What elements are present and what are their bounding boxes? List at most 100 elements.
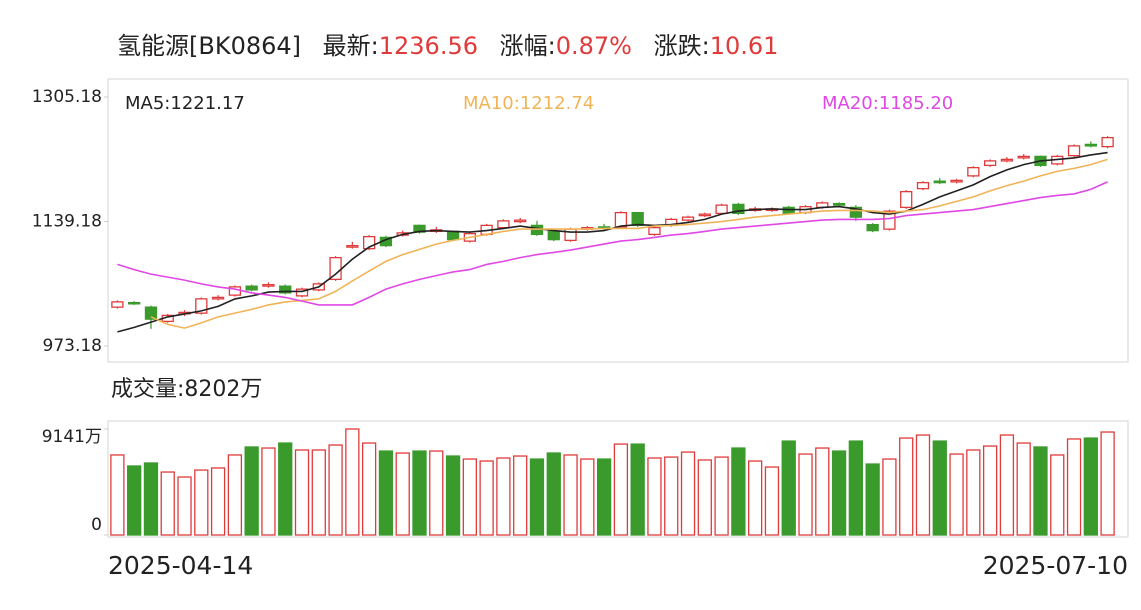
- volume-bar: [429, 450, 444, 536]
- candle-body: [128, 301, 141, 305]
- volume-bar: [647, 457, 662, 536]
- volume-bar: [966, 449, 981, 536]
- label: 涨跌:: [654, 32, 710, 60]
- candle-body: [514, 219, 527, 223]
- y-tick-label: 9141万: [42, 427, 102, 447]
- volume-bar: [395, 452, 410, 536]
- ma-line: [150, 158, 1108, 329]
- candle-body: [832, 202, 846, 206]
- volume-bar: [378, 450, 394, 536]
- candle-body: [279, 285, 292, 294]
- candle-body: [900, 190, 913, 209]
- value: 10.61: [710, 32, 779, 60]
- volume-bar: [412, 450, 427, 536]
- volume-bar: [697, 459, 712, 536]
- candle-body: [866, 223, 879, 232]
- volume-bar: [529, 458, 545, 536]
- x-tick-label: 2025-07-10: [983, 551, 1128, 580]
- price-panel: [107, 78, 1129, 363]
- candle-body: [446, 230, 460, 241]
- x-tick-label: 2025-04-14: [108, 551, 253, 580]
- volume-bar: [513, 455, 528, 536]
- candle-body: [1017, 155, 1030, 159]
- volume-bar: [899, 437, 914, 536]
- volume-bar: [177, 476, 192, 536]
- volume-bar: [462, 458, 477, 536]
- label: 最新:: [323, 32, 379, 60]
- ma-line: [117, 181, 1108, 306]
- header: 氢能源[BK0864] 最新:1236.56 涨幅:0.87% 涨跌:10.61: [117, 32, 778, 60]
- volume-bar: [731, 447, 746, 536]
- volume-bar: [798, 453, 813, 536]
- legend-entry: MA20:1185.20: [822, 93, 953, 114]
- volume-bar: [714, 456, 729, 536]
- volume-bar: [882, 458, 897, 536]
- candle-body: [295, 288, 309, 297]
- title: 氢能源[BK0864]: [117, 32, 301, 60]
- volume-bar: [982, 445, 998, 536]
- candle-body: [111, 301, 124, 308]
- volume-bar: [563, 454, 578, 536]
- candle-body: [732, 203, 745, 215]
- volume-bar: [831, 450, 847, 536]
- label: 涨幅:: [500, 32, 556, 60]
- legend-entry: MA10:1212.74: [463, 93, 594, 114]
- candle-body: [849, 206, 863, 218]
- volume-bar: [1033, 446, 1048, 536]
- volume-bar: [596, 458, 612, 536]
- candle-body: [1101, 136, 1114, 148]
- volume-bar: [680, 451, 696, 536]
- volume-bar: [748, 460, 763, 536]
- volume-bar: [664, 456, 679, 536]
- candle-body: [497, 220, 510, 229]
- candle-body: [547, 230, 560, 241]
- candle-body: [245, 285, 258, 291]
- volume-bar: [764, 466, 780, 536]
- y-tick-label: 973.18: [43, 336, 102, 356]
- volume-bar: [546, 452, 561, 536]
- candle-body: [967, 166, 980, 177]
- volume-bar: [1083, 437, 1098, 536]
- candle-body: [681, 216, 695, 221]
- y-tick-label: 0: [91, 515, 102, 535]
- volume-bar: [328, 444, 343, 536]
- volume-bar: [848, 440, 864, 536]
- volume-bar: [613, 443, 629, 536]
- volume-panel: [107, 420, 1129, 538]
- volume-bar: [815, 447, 830, 536]
- y-tick-label: 1139.18: [32, 212, 102, 232]
- volume-bar: [781, 440, 796, 536]
- candle-body: [195, 298, 208, 314]
- volume-bar: [143, 462, 159, 536]
- volume-bar: [630, 443, 645, 536]
- volume-bar: [361, 442, 377, 536]
- volume-bar: [345, 428, 360, 536]
- volume-title: 成交量:8202万: [111, 377, 262, 402]
- candle-body: [1067, 145, 1081, 157]
- volume-bar: [915, 434, 931, 536]
- volume-bar: [294, 449, 310, 536]
- candle-body: [933, 180, 946, 184]
- candle-body: [346, 244, 359, 248]
- candle-body: [983, 160, 997, 167]
- candle-body: [715, 204, 728, 215]
- volume-bar: [949, 453, 964, 536]
- volume-bar: [244, 446, 259, 536]
- candle-body: [564, 228, 577, 242]
- candle-body: [883, 210, 896, 230]
- candle-body: [698, 213, 711, 217]
- candle-body: [262, 283, 275, 287]
- volume-bar: [1050, 454, 1065, 536]
- candle-body: [1084, 143, 1097, 147]
- volume-bar: [1100, 431, 1115, 536]
- candle-body: [631, 211, 644, 227]
- volume-bar: [932, 440, 947, 536]
- value: 0.87%: [556, 32, 632, 60]
- candle-body: [144, 306, 158, 320]
- candle-body: [648, 226, 661, 236]
- legend-entry: MA5:1221.17: [125, 93, 245, 114]
- volume-bar: [445, 455, 461, 536]
- volume-bar: [127, 465, 142, 536]
- candle-body: [1000, 158, 1014, 162]
- volume-bar: [210, 467, 226, 536]
